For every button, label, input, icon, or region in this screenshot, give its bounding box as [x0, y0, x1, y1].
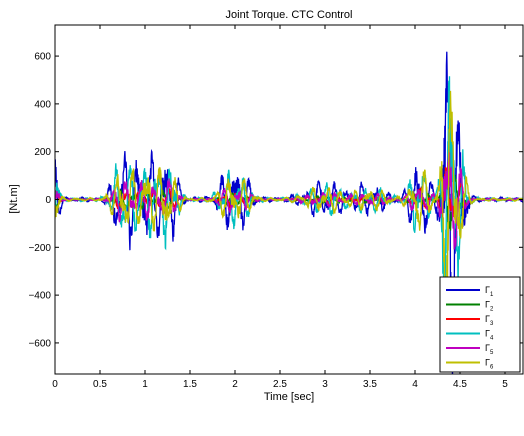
x-tick-label: 1.5 [183, 379, 197, 390]
x-tick-label: 0.5 [93, 379, 107, 390]
y-tick-label: 200 [34, 147, 51, 158]
x-tick-label: 3.5 [363, 379, 377, 390]
y-tick-label: −400 [28, 291, 51, 302]
x-tick-label: 3 [322, 379, 328, 390]
legend-label-3: Γ3 [485, 314, 494, 327]
x-tick-label: 2.5 [273, 379, 287, 390]
x-tick-label: 4.5 [453, 379, 467, 390]
x-axis-label: Time [sec] [264, 391, 314, 403]
chart-title: Joint Torque. CTC Control [226, 9, 353, 21]
y-tick-label: −600 [28, 338, 51, 349]
legend-label-5: Γ5 [485, 343, 494, 356]
y-tick-label: −200 [28, 243, 51, 254]
y-axis-label: [Nt.m] [8, 184, 20, 213]
x-axis-ticks: 0 0.5 1 1.5 2 2.5 3 3.5 4 4.5 5 [52, 25, 508, 390]
y-tick-label: 400 [34, 99, 51, 110]
legend-label-2: Γ2 [485, 300, 494, 313]
y-tick-label: 600 [34, 52, 51, 63]
y-tick-label: 0 [45, 195, 51, 206]
legend-label-6: Γ6 [485, 358, 494, 371]
legend-label-4: Γ4 [485, 329, 494, 342]
legend-label-1: Γ1 [485, 285, 494, 298]
legend-box [439, 276, 521, 373]
x-tick-label: 4 [412, 379, 418, 390]
x-tick-label: 2 [232, 379, 238, 390]
x-tick-label: 1 [142, 379, 148, 390]
x-tick-label: 0 [52, 379, 58, 390]
x-tick-label: 5 [502, 379, 508, 390]
